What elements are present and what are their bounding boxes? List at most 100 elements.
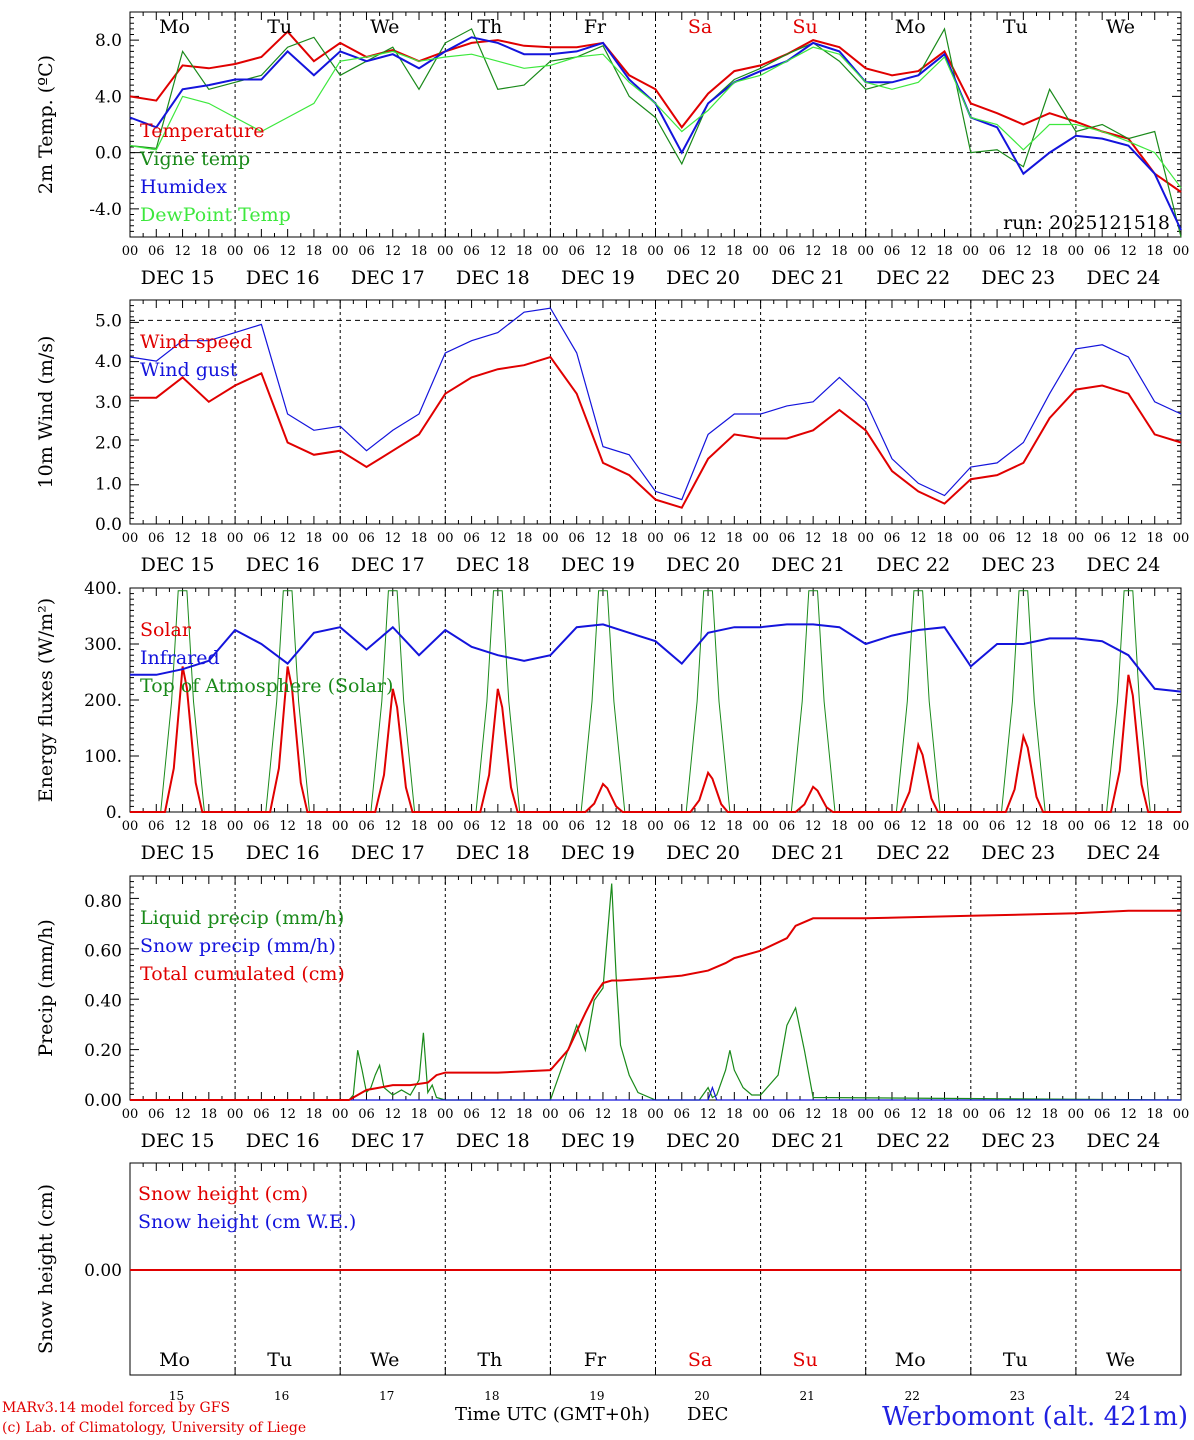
hour-tick-label: 06 [989, 531, 1006, 546]
hour-tick-label: 12 [805, 1107, 822, 1122]
hour-tick-label: 18 [306, 1107, 323, 1122]
legend-label: Snow precip (mm/h) [140, 935, 336, 957]
weekday-label: We [1106, 16, 1135, 38]
hour-tick-label: 12 [279, 819, 296, 834]
legend-label: Solar [140, 619, 192, 641]
y-tick-label: 0. [106, 803, 122, 823]
hour-tick-label: 06 [358, 531, 375, 546]
hour-tick-label: 12 [174, 1107, 191, 1122]
day-label: DEC 18 [456, 1130, 530, 1152]
day-label: DEC 19 [561, 842, 635, 864]
day-label: DEC 18 [456, 267, 530, 289]
hour-tick-label: 00 [122, 244, 139, 259]
hour-tick-label: 06 [884, 819, 901, 834]
hour-tick-label: 00 [1068, 244, 1085, 259]
hour-tick-label: 18 [306, 244, 323, 259]
hour-tick-label: 12 [384, 531, 401, 546]
hour-tick-label: 12 [279, 531, 296, 546]
hour-tick-label: 18 [726, 531, 743, 546]
hour-tick-label: 06 [568, 819, 585, 834]
hour-tick-label: 12 [805, 244, 822, 259]
y-tick-label: 4.0 [95, 87, 122, 107]
hour-tick-label: 18 [621, 244, 638, 259]
y-axis-title: Precip (mm/h) [35, 919, 57, 1057]
day-label: DEC 20 [666, 842, 740, 864]
hour-tick-label: 12 [1015, 531, 1032, 546]
hour-tick-label: 12 [1120, 1107, 1137, 1122]
weekday-label: Tu [1003, 16, 1028, 38]
y-tick-label: 3.0 [95, 393, 122, 413]
weekday-label: Mo [159, 16, 190, 38]
y-tick-label: 0.00 [84, 1261, 122, 1281]
hour-tick-label: 18 [201, 819, 218, 834]
hour-tick-label: 12 [174, 531, 191, 546]
hour-tick-label: 00 [752, 531, 769, 546]
hour-tick-label: 12 [279, 244, 296, 259]
hour-tick-label: 12 [174, 244, 191, 259]
day-label: DEC 19 [561, 1130, 635, 1152]
day-label: DEC 15 [141, 554, 215, 576]
hour-tick-label: 06 [568, 1107, 585, 1122]
hour-tick-label: 00 [332, 1107, 349, 1122]
day-label: DEC 20 [666, 554, 740, 576]
day-number-label: 16 [274, 1389, 289, 1403]
hour-tick-label: 12 [384, 819, 401, 834]
legend-label: Vigne temp [139, 148, 250, 170]
hour-tick-label: 12 [700, 244, 717, 259]
hour-tick-label: 12 [490, 819, 507, 834]
day-label: DEC 23 [981, 554, 1055, 576]
legend-label: Temperature [140, 120, 264, 142]
hour-tick-label: 06 [148, 531, 165, 546]
hour-tick-label: 00 [647, 819, 664, 834]
hour-tick-label: 06 [148, 244, 165, 259]
hour-tick-label: 18 [831, 244, 848, 259]
legend-label: DewPoint Temp [140, 204, 291, 226]
hour-tick-label: 18 [1041, 244, 1058, 259]
series-line-snow-precip-mm-h- [130, 1085, 1181, 1101]
hour-tick-label: 06 [779, 819, 796, 834]
hour-tick-label: 06 [253, 819, 270, 834]
hour-tick-label: 06 [568, 531, 585, 546]
hour-tick-label: 00 [227, 531, 244, 546]
weekday-label: Fr [584, 16, 607, 38]
hour-tick-label: 00 [857, 819, 874, 834]
y-tick-label: 400. [84, 579, 122, 599]
hour-tick-label: 00 [332, 531, 349, 546]
series-line-wind-gust [129, 307, 1182, 501]
weekday-label: Su [793, 16, 818, 38]
hour-tick-label: 06 [884, 1107, 901, 1122]
hour-tick-label: 12 [1015, 819, 1032, 834]
hour-tick-label: 06 [989, 819, 1006, 834]
y-tick-label: 0.00 [84, 1091, 122, 1111]
series-line-wind-speed [130, 355, 1182, 509]
hour-tick-label: 12 [805, 819, 822, 834]
day-label: DEC 22 [876, 842, 950, 864]
hour-tick-label: 18 [726, 244, 743, 259]
hour-tick-label: 18 [306, 531, 323, 546]
day-label: DEC 19 [561, 267, 635, 289]
day-label: DEC 21 [771, 842, 845, 864]
legend-label: Snow height (cm) [138, 1183, 308, 1205]
hour-tick-label: 18 [726, 819, 743, 834]
hour-tick-label: 18 [936, 244, 953, 259]
day-label: DEC 22 [876, 1130, 950, 1152]
hour-tick-label: 00 [227, 244, 244, 259]
hour-tick-label: 18 [516, 531, 533, 546]
day-label: DEC 16 [246, 554, 320, 576]
y-tick-label: 0.20 [84, 1041, 122, 1061]
hour-tick-label: 00 [437, 819, 454, 834]
hour-tick-label: 00 [437, 531, 454, 546]
hour-tick-label: 06 [779, 531, 796, 546]
hour-tick-label: 12 [1015, 1107, 1032, 1122]
hour-tick-label: 06 [1094, 1107, 1111, 1122]
hour-tick-label: 18 [1041, 1107, 1058, 1122]
hour-tick-label: 12 [1120, 819, 1137, 834]
day-label: DEC 20 [666, 1130, 740, 1152]
weekday-label: Sa [688, 16, 712, 38]
hour-tick-label: 06 [253, 244, 270, 259]
hour-tick-label: 18 [411, 1107, 428, 1122]
day-label: DEC 16 [246, 267, 320, 289]
hour-tick-label: 06 [989, 244, 1006, 259]
hour-tick-label: 18 [201, 531, 218, 546]
hour-tick-label: 18 [201, 244, 218, 259]
